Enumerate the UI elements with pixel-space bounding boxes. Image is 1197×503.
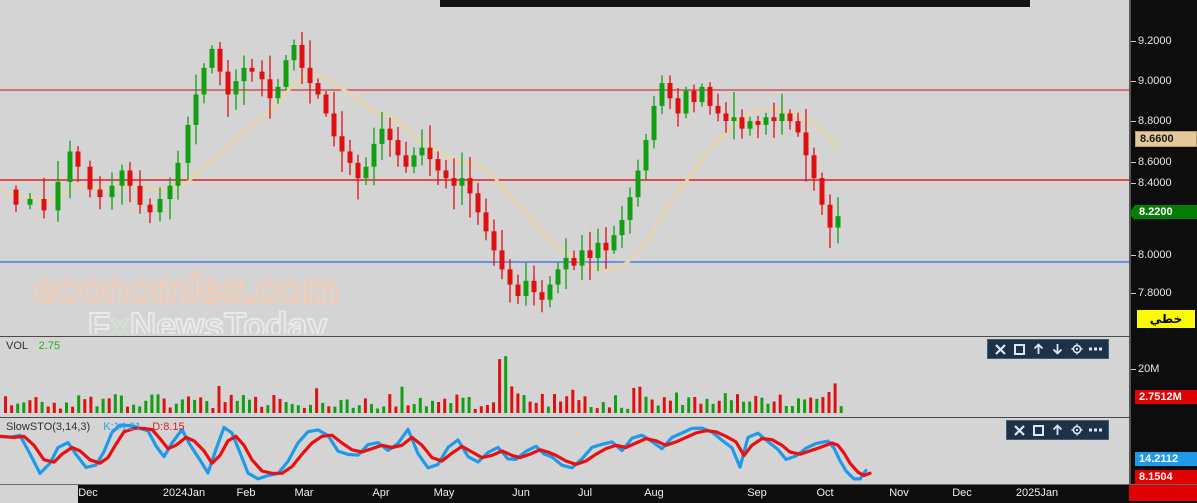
price-axis-tick: 8.8000 [1131,115,1172,127]
volume-value-badge: 2.7512M [1135,390,1197,404]
stochastic-k-badge: 14.2112 [1135,452,1197,466]
move-up-icon[interactable] [1031,342,1046,356]
move-down-icon[interactable] [1050,342,1065,356]
price-pane[interactable]: economies.com FxNewsToday [0,7,1129,334]
time-axis-label: Jun [512,487,530,499]
price-axis-tick: 9.2000 [1131,35,1172,47]
time-axis-label: Mar [294,487,314,499]
close-icon[interactable] [993,342,1008,356]
stochastic-chart-canvas [0,423,872,481]
stochastic-pane[interactable]: SlowSTO(3,14,3) K:14.21 D:8.15 [0,417,1129,486]
stochastic-k-label: K:14.21 [103,421,142,433]
price-axis-tick: 9.0000 [1131,75,1172,87]
tick-dash [1131,40,1136,42]
more-icon[interactable] [1088,342,1103,356]
price-axis-tick: 8.6000 [1131,156,1172,168]
price-axis-tick-label: 9.0000 [1138,75,1172,87]
price-axis-tick-label: 8.0000 [1138,249,1172,261]
stochastic-pane-toolbar[interactable] [1006,420,1109,440]
settings-icon[interactable] [1069,423,1084,437]
tick-dash [1131,292,1136,294]
price-axis-tick: 8.4000 [1131,177,1172,189]
volume-value: 2.75 [38,340,61,352]
price-axis-tick-label: 8.6000 [1138,156,1172,168]
stochastic-d-badge: 8.1504 [1135,470,1197,484]
time-axis-label: Oct [816,487,834,499]
stochastic-d-label: D:8.15 [152,421,185,433]
time-axis-label: May [433,487,455,499]
price-axis[interactable]: 9.20009.00008.80008.60008.40008.20008.00… [1129,0,1197,503]
time-axis-label: Nov [889,487,909,499]
time-axis-label: Feb [236,487,256,499]
time-axis-label: 2025Jan [1015,487,1059,499]
volume-pane-title: VOL 2.75 [6,340,60,352]
price-axis-tick: 8.0000 [1131,249,1172,261]
top-dark-strip [440,0,1030,7]
price-axis-tick-label: 7.8000 [1138,287,1172,299]
time-axis-label: Dec [78,487,98,499]
scale-type-button[interactable]: خطي [1137,310,1195,328]
volume-label: VOL [6,340,28,352]
time-axis-left-gap [0,485,78,503]
stochastic-label: SlowSTO(3,14,3) [6,421,91,433]
volume-pane[interactable]: VOL 2.75 [0,336,1129,417]
tick-dash [1131,368,1136,370]
price-axis-tick-label: 8.8000 [1138,115,1172,127]
stochastic-pane-title: SlowSTO(3,14,3) K:14.21 D:8.15 [6,421,185,433]
time-axis-label: Dec [952,487,972,499]
price-axis-tick-label: 9.2000 [1138,35,1172,47]
time-axis-label: Apr [372,487,390,499]
tick-dash [1131,254,1136,256]
restore-icon[interactable] [1031,423,1046,437]
ma-value-badge: 8.6600 [1135,131,1197,147]
price-axis-tick: 7.8000 [1131,287,1172,299]
settings-icon[interactable] [1069,342,1084,356]
volume-pane-toolbar[interactable] [987,339,1109,359]
time-axis-label: Aug [644,487,664,499]
volume-chart-canvas [4,356,843,413]
time-axis-label: Jul [577,487,593,499]
more-icon[interactable] [1088,423,1103,437]
tick-dash [1131,80,1136,82]
tick-dash [1131,161,1136,163]
time-axis-label: Sep [747,487,767,499]
move-up-icon[interactable] [1050,423,1065,437]
tick-dash [1131,120,1136,122]
time-axis-corner-box [1129,485,1197,501]
last-price-badge: 8.2200 [1129,205,1197,221]
time-axis-label: 2024Jan [162,487,206,499]
tick-dash [1131,182,1136,184]
restore-icon[interactable] [1012,342,1027,356]
close-icon[interactable] [1012,423,1027,437]
volume-axis-tick-label: 20M [1138,363,1160,375]
price-chart-canvas [0,32,1129,313]
volume-axis-tick: 20M [1131,363,1159,375]
price-axis-tick-label: 8.4000 [1138,177,1172,189]
time-axis[interactable]: Dec 2024Jan Feb Mar Apr May Jun Jul Aug Sep Oct Nov… [0,484,1197,503]
